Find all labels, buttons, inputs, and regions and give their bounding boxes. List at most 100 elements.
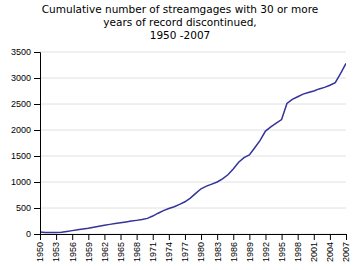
x-tick-mark — [201, 234, 202, 240]
x-tick: 1962 — [100, 234, 110, 262]
x-tick-label: 1986 — [229, 242, 239, 262]
grid — [40, 52, 346, 234]
marks — [40, 63, 346, 232]
x-tick: 1998 — [293, 234, 303, 262]
title-line: 1950 -2007 — [150, 29, 211, 41]
title-line: Cumulative number of streamgages with 30… — [42, 3, 318, 15]
y-tick-mark — [34, 156, 40, 157]
grid-line — [40, 52, 346, 53]
y-tick: 3500 — [11, 47, 40, 57]
x-tick-mark — [104, 234, 105, 240]
title: Cumulative number of streamgages with 30… — [42, 3, 318, 41]
y-tick-mark — [34, 208, 40, 209]
x-tick-mark — [314, 234, 315, 240]
x-axis-line — [41, 235, 347, 241]
y-tick-label: 500 — [16, 203, 31, 213]
x-tick: 1950 — [35, 234, 45, 262]
y-tick: 3000 — [11, 73, 40, 83]
x-tick-label: 1980 — [196, 242, 206, 262]
x-tick-mark — [233, 234, 234, 240]
x-tick: 1968 — [132, 234, 142, 262]
y-tick-label: 3500 — [11, 47, 31, 57]
y-tick: 2000 — [11, 125, 40, 135]
x-tick-label: 1968 — [132, 242, 142, 262]
y-tick: 0 — [26, 229, 40, 239]
y-tick: 2500 — [11, 99, 40, 109]
x-tick-mark — [169, 234, 170, 240]
x-tick-mark — [137, 234, 138, 240]
y-tick: 1000 — [11, 177, 40, 187]
y-tick-mark — [34, 78, 40, 79]
y-tick-label: 2500 — [11, 99, 31, 109]
x-tick: 1974 — [164, 234, 174, 262]
x-tick-mark — [298, 234, 299, 240]
x-tick-mark — [56, 234, 57, 240]
x-tick-mark — [217, 234, 218, 240]
x-tick-label: 1995 — [277, 242, 287, 262]
x-tick-mark — [346, 234, 347, 240]
x-tick-label: 2007 — [341, 242, 351, 262]
x-tick-label: 1965 — [116, 242, 126, 262]
y-tick: 1500 — [11, 151, 40, 161]
x-axis: 1950 1953 1956 1959 1962 1965 1968 1971 1974 1977… — [35, 234, 351, 262]
x-tick-mark — [88, 234, 89, 240]
line — [40, 63, 346, 232]
grid-line — [40, 78, 346, 79]
grid-line — [40, 130, 346, 131]
y-tick-mark — [34, 104, 40, 105]
x-tick-mark — [121, 234, 122, 240]
plot-area: 1950 1953 1956 1959 1962 1965 1968 1971 1974 1977… — [11, 47, 351, 262]
y-tick-mark — [34, 182, 40, 183]
x-tick-mark — [265, 234, 266, 240]
x-tick-label: 2004 — [325, 242, 335, 262]
chart: Cumulative number of streamgages with 30… — [0, 0, 360, 270]
x-tick-mark — [330, 234, 331, 240]
grid-line — [40, 104, 346, 105]
x-tick-label: 2001 — [309, 242, 319, 262]
x-tick-label: 1992 — [261, 242, 271, 262]
x-tick-mark — [249, 234, 250, 240]
y-tick: 500 — [16, 203, 40, 213]
x-tick-label: 1974 — [164, 242, 174, 262]
x-tick-mark — [185, 234, 186, 240]
y-axis-line — [34, 53, 41, 235]
x-tick-label: 1983 — [213, 242, 223, 262]
x-tick: 1971 — [148, 234, 158, 262]
x-tick: 1980 — [196, 234, 206, 262]
x-tick: 1986 — [229, 234, 239, 262]
x-tick: 1995 — [277, 234, 287, 262]
x-tick-label: 1977 — [180, 242, 190, 262]
x-tick: 1992 — [261, 234, 271, 262]
title-line: years of record discontinued, — [103, 16, 256, 28]
x-tick: 1983 — [213, 234, 223, 262]
x-tick: 1956 — [68, 234, 78, 262]
y-tick-label: 1000 — [11, 177, 31, 187]
x-tick-label: 1959 — [84, 242, 94, 262]
grid-line — [40, 182, 346, 183]
grid-line — [40, 156, 346, 157]
y-tick-mark — [34, 130, 40, 131]
grid-line — [40, 208, 346, 209]
x-tick-label: 1971 — [148, 242, 158, 262]
x-tick-mark — [153, 234, 154, 240]
x-tick-label: 1953 — [51, 242, 61, 262]
x-tick: 2001 — [309, 234, 319, 262]
x-tick-mark — [72, 234, 73, 240]
y-tick-label: 2000 — [11, 125, 31, 135]
x-tick-label: 1956 — [68, 242, 78, 262]
y-tick-label: 1500 — [11, 151, 31, 161]
x-tick-label: 1989 — [245, 242, 255, 262]
x-tick: 2004 — [325, 234, 335, 262]
y-tick-label: 0 — [26, 229, 31, 239]
x-tick-label: 1962 — [100, 242, 110, 262]
x-tick: 1977 — [180, 234, 190, 262]
y-tick-label: 3000 — [11, 73, 31, 83]
x-tick: 2007 — [341, 234, 351, 262]
x-tick: 1959 — [84, 234, 94, 262]
x-tick-mark — [282, 234, 283, 240]
x-tick: 1965 — [116, 234, 126, 262]
x-tick-label: 1998 — [293, 242, 303, 262]
y-axis: 0 500 1000 1500 2000 2500 3000 3500 — [11, 47, 41, 239]
x-tick: 1989 — [245, 234, 255, 262]
y-tick-mark — [34, 234, 40, 235]
